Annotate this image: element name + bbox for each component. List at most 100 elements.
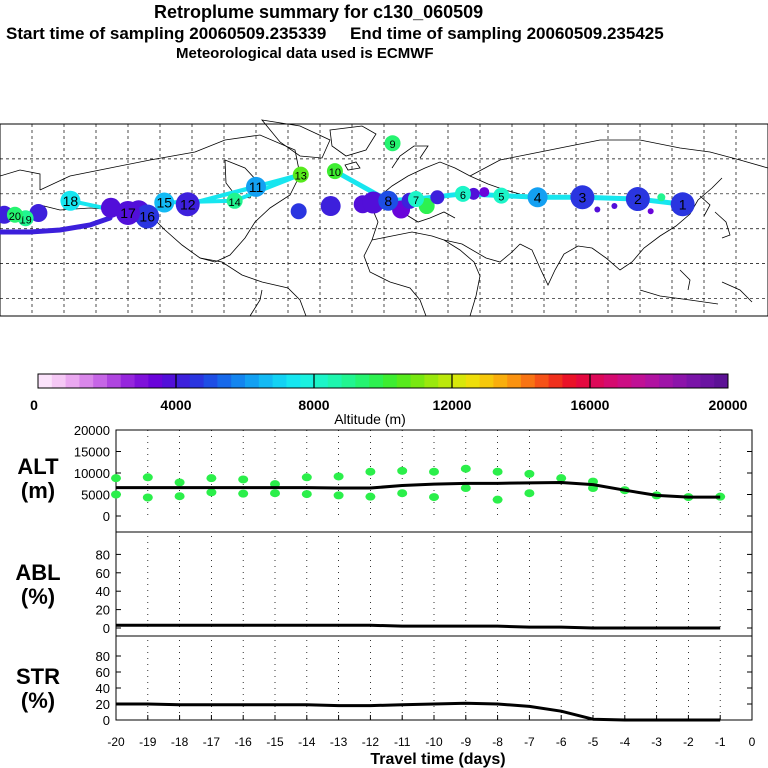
x-tick-label: -10 xyxy=(425,735,443,749)
scatter-point xyxy=(333,472,344,481)
plume-cluster xyxy=(611,203,618,210)
colorbar-swatch xyxy=(134,374,149,388)
panel-abl: 0 20 40 60 80 ABL(%) xyxy=(15,531,752,636)
colorbar-swatch xyxy=(479,374,494,388)
day-label: 5 xyxy=(498,192,504,204)
colorbar-swatch xyxy=(617,374,632,388)
colorbar-swatch xyxy=(507,374,522,388)
day-label: 6 xyxy=(460,190,466,202)
plume-cluster xyxy=(479,187,490,198)
colorbar-swatch xyxy=(258,374,274,388)
scatter-point xyxy=(397,489,408,498)
day-marker xyxy=(326,163,343,180)
x-tick-label: -11 xyxy=(394,735,411,749)
y-tick-label: 15000 xyxy=(74,445,110,460)
panel-unit: (%) xyxy=(21,584,55,609)
track-dateline xyxy=(0,215,113,235)
colorbar-swatch xyxy=(93,374,108,388)
colorbar-swatch xyxy=(245,374,260,388)
colorbar-swatch xyxy=(65,374,80,388)
scatter-point xyxy=(397,466,408,475)
y-tick-label: 20000 xyxy=(74,423,110,438)
y-tick-label: 20 xyxy=(96,603,110,618)
colorbar-tick-label: 4000 xyxy=(160,397,191,413)
scatter-point xyxy=(460,484,471,493)
scatter-point xyxy=(333,491,344,500)
colorbar-swatch xyxy=(396,374,412,388)
day-label: 10 xyxy=(329,167,341,179)
x-tick-label: -20 xyxy=(107,735,125,749)
x-tick-label: -18 xyxy=(171,735,189,749)
colorbar-swatch xyxy=(176,374,191,388)
colorbar-swatch xyxy=(424,374,439,388)
panel-unit: (%) xyxy=(21,688,55,713)
plume-cluster xyxy=(430,190,445,205)
panel-alt: 0 5000 10000 15000 20000 ALT(m) xyxy=(17,423,752,524)
colorbar-swatch xyxy=(438,374,453,388)
day-label: 20 xyxy=(9,211,21,223)
x-tick-label: -1 xyxy=(715,735,726,749)
day-marker xyxy=(6,206,23,223)
coastlines xyxy=(0,119,768,317)
scatter-point xyxy=(492,467,503,476)
colorbar-swatch xyxy=(576,374,591,388)
series-line xyxy=(116,623,721,630)
x-tick-label: -8 xyxy=(492,735,503,749)
colorbar-swatch xyxy=(534,374,550,388)
panel-unit: (m) xyxy=(21,478,55,503)
day-marker xyxy=(454,185,471,202)
colorbar-swatch xyxy=(590,374,605,388)
y-tick-label: 60 xyxy=(96,665,110,680)
plume-cluster xyxy=(647,208,654,215)
day-marker xyxy=(384,135,401,152)
y-tick-label: 60 xyxy=(96,566,110,581)
day-label: 16 xyxy=(139,209,155,225)
scatter-point xyxy=(142,493,153,502)
scatter-point xyxy=(365,492,376,501)
x-tick-label: -5 xyxy=(588,735,599,749)
day-marker xyxy=(493,187,510,204)
colorbar-swatch xyxy=(369,374,384,388)
y-tick-label: 20 xyxy=(96,697,110,712)
scatter-point xyxy=(142,473,153,482)
day-marker xyxy=(527,187,548,208)
day-label: 2 xyxy=(634,191,642,207)
colorbar-swatch xyxy=(672,374,688,388)
colorbar-swatch xyxy=(700,374,715,388)
x-tick-label: -6 xyxy=(556,735,567,749)
day-label: 8 xyxy=(384,193,392,209)
end-time-label: End time of sampling 20060509.235425 xyxy=(349,24,664,43)
day-marker xyxy=(625,187,650,212)
x-tick-label: -16 xyxy=(235,735,253,749)
colorbar-swatch xyxy=(189,374,205,388)
day-label: 7 xyxy=(413,195,419,207)
altitude-colorbar: 0 4000 8000 12000 16000 20000 xyxy=(30,373,748,413)
y-tick-label: 80 xyxy=(96,649,110,664)
day-marker xyxy=(226,192,243,209)
x-tick-label: -15 xyxy=(266,735,284,749)
colorbar-swatch xyxy=(548,374,563,388)
series-line xyxy=(116,480,721,499)
colorbar-swatch xyxy=(162,374,177,388)
colorbar-swatch xyxy=(383,374,398,388)
colorbar-swatch xyxy=(217,374,232,388)
scatter-point xyxy=(301,473,312,482)
colorbar-swatch xyxy=(231,374,246,388)
scatter-point xyxy=(238,489,249,498)
x-tick-label: 0 xyxy=(749,735,756,749)
colorbar-swatch xyxy=(452,374,467,388)
y-tick-label: 5000 xyxy=(81,488,110,503)
scatter-point xyxy=(556,474,567,483)
day-label: 18 xyxy=(63,193,79,209)
scatter-point xyxy=(365,467,376,476)
day-marker xyxy=(670,192,695,217)
day-label: 12 xyxy=(180,196,196,212)
colorbar-swatch xyxy=(465,374,481,388)
plume-cluster xyxy=(657,193,666,202)
colorbar-swatch xyxy=(603,374,619,388)
day-marker xyxy=(292,166,309,183)
scatter-point xyxy=(492,495,503,504)
day-label: 14 xyxy=(229,197,241,209)
colorbar-swatch xyxy=(714,374,729,388)
